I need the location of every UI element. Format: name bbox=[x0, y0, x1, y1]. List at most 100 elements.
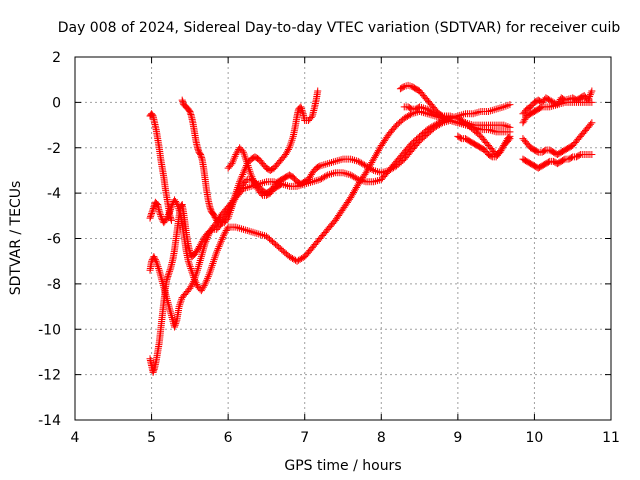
data-point bbox=[207, 265, 215, 273]
data-point bbox=[251, 229, 259, 237]
data-point bbox=[165, 269, 173, 277]
data-point bbox=[318, 175, 326, 183]
data-point bbox=[315, 163, 323, 171]
data-point bbox=[149, 368, 157, 376]
data-point bbox=[162, 216, 170, 224]
data-point bbox=[245, 227, 253, 235]
data-point bbox=[295, 256, 303, 264]
data-point bbox=[172, 320, 180, 328]
data-point bbox=[458, 117, 466, 125]
data-point bbox=[306, 172, 314, 180]
data-point bbox=[239, 225, 247, 233]
data-point bbox=[567, 154, 575, 162]
series-track-12 bbox=[519, 119, 596, 159]
data-point bbox=[195, 262, 203, 270]
data-point bbox=[200, 282, 208, 290]
data-point bbox=[285, 253, 293, 261]
data-point bbox=[150, 367, 158, 375]
data-point bbox=[298, 106, 306, 114]
data-point bbox=[353, 175, 361, 183]
grid-lines bbox=[75, 57, 611, 420]
data-point bbox=[484, 126, 492, 134]
data-point bbox=[473, 109, 481, 117]
data-point bbox=[249, 176, 257, 184]
data-point bbox=[488, 127, 496, 135]
data-point bbox=[399, 83, 407, 91]
data-point bbox=[171, 321, 179, 329]
data-point bbox=[299, 108, 307, 116]
data-points bbox=[146, 81, 596, 376]
data-point bbox=[331, 157, 339, 165]
data-point bbox=[239, 171, 247, 179]
data-point bbox=[157, 272, 165, 280]
data-point bbox=[230, 156, 238, 164]
data-point bbox=[402, 113, 410, 121]
data-point bbox=[347, 155, 355, 163]
data-point bbox=[167, 216, 175, 224]
data-point bbox=[156, 211, 164, 219]
data-point bbox=[354, 157, 362, 165]
data-point bbox=[147, 213, 155, 221]
x-axis-ticks: 4 5 6 7 8 9 10 11 bbox=[71, 57, 620, 446]
data-point bbox=[176, 299, 184, 307]
data-point bbox=[238, 225, 246, 233]
data-point bbox=[154, 263, 162, 271]
data-point bbox=[287, 254, 295, 262]
data-point bbox=[187, 266, 195, 274]
data-point bbox=[186, 263, 194, 271]
data-point bbox=[194, 145, 202, 153]
data-point bbox=[471, 109, 479, 117]
data-point bbox=[153, 261, 161, 269]
series-track-9 bbox=[454, 132, 514, 161]
data-point bbox=[231, 152, 239, 160]
data-point bbox=[247, 171, 255, 179]
data-point bbox=[203, 274, 211, 282]
data-point bbox=[322, 172, 330, 180]
data-point bbox=[150, 253, 158, 261]
series-track-6 bbox=[224, 144, 286, 199]
data-point bbox=[165, 304, 173, 312]
data-point bbox=[241, 226, 249, 234]
data-point bbox=[490, 127, 498, 135]
data-point bbox=[296, 255, 304, 263]
data-point bbox=[400, 114, 408, 122]
data-point bbox=[187, 110, 195, 118]
data-point bbox=[184, 257, 192, 265]
data-point bbox=[196, 257, 204, 265]
data-point bbox=[533, 148, 541, 156]
data-point bbox=[208, 226, 216, 234]
data-point bbox=[146, 214, 154, 222]
data-point bbox=[230, 154, 238, 162]
data-point bbox=[255, 230, 263, 238]
data-point bbox=[356, 158, 364, 166]
data-point bbox=[486, 107, 494, 115]
data-point bbox=[506, 132, 514, 140]
data-point bbox=[172, 318, 180, 326]
data-point bbox=[186, 248, 194, 256]
data-point bbox=[364, 163, 372, 171]
data-point bbox=[337, 156, 345, 164]
data-point bbox=[209, 258, 217, 266]
data-point bbox=[213, 246, 221, 254]
data-point bbox=[506, 101, 514, 109]
data-point bbox=[365, 164, 373, 172]
data-point bbox=[321, 173, 329, 181]
data-point bbox=[288, 254, 296, 262]
data-point bbox=[475, 108, 483, 116]
data-point bbox=[284, 145, 292, 153]
data-point bbox=[149, 204, 157, 212]
data-point bbox=[429, 122, 437, 130]
data-point bbox=[293, 257, 301, 265]
data-point bbox=[236, 178, 244, 186]
y-tick-label: -8 bbox=[47, 277, 61, 293]
data-point bbox=[329, 158, 337, 166]
data-point bbox=[151, 256, 159, 264]
data-point bbox=[486, 126, 494, 134]
data-point bbox=[289, 134, 297, 142]
data-point bbox=[278, 180, 286, 188]
x-tick-label: 9 bbox=[453, 430, 462, 446]
data-point bbox=[490, 106, 498, 114]
data-point bbox=[587, 120, 595, 128]
x-tick-label: 5 bbox=[147, 430, 156, 446]
